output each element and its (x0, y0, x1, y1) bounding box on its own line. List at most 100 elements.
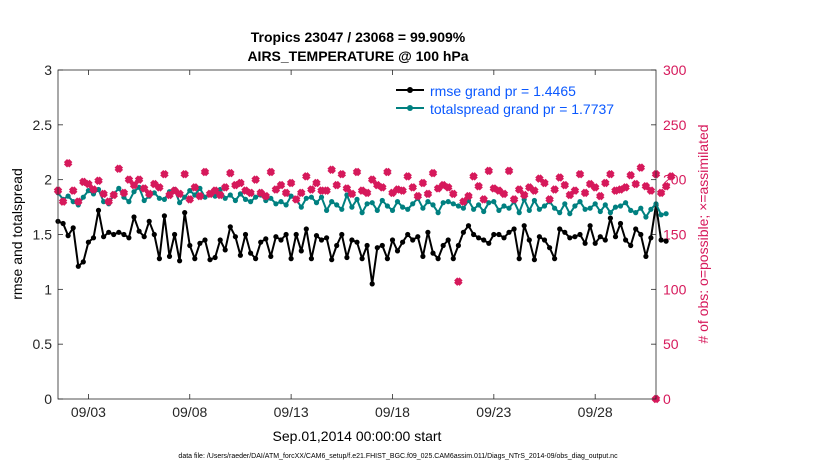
rmse-point (258, 239, 264, 245)
totalspread-point (501, 203, 507, 209)
totalspread-point (612, 204, 619, 210)
obs-count-point (449, 189, 458, 199)
left-tick-label: 1 (44, 281, 52, 297)
obs-count-point (459, 197, 468, 206)
obs-count-point (509, 195, 519, 204)
obs-count-point (195, 191, 205, 201)
totalspread-point (151, 190, 157, 196)
series-rmse (55, 202, 669, 287)
x-axis-ticks: 09/03 09/08 09/13 09/18 09/23 09/28 (71, 70, 613, 420)
legend-spread-marker (407, 105, 413, 111)
rmse-point (136, 228, 142, 234)
totalspread-point (410, 201, 416, 207)
left-tick-label: 0.5 (33, 336, 53, 352)
obs-count-point (246, 188, 255, 198)
obs-count-point (129, 180, 139, 190)
obs-count-point (530, 186, 539, 195)
rmse-point (547, 245, 553, 251)
rmse-point (156, 256, 162, 262)
right-tick-label: 250 (663, 117, 687, 133)
totalspread-point (445, 199, 451, 205)
rmse-point (582, 240, 588, 246)
obs-count-point (474, 182, 483, 191)
x-tick-label: 09/23 (476, 404, 511, 420)
obs-count-point (261, 191, 271, 201)
rmse-point (146, 218, 152, 224)
obs-count-point (550, 185, 559, 194)
rmse-point (450, 256, 456, 262)
totalspread-point (536, 206, 543, 212)
rmse-point (663, 238, 669, 244)
rmse-point (541, 237, 548, 243)
rmse-point (197, 240, 203, 246)
obs-count-point (383, 167, 392, 177)
rmse-point (95, 207, 102, 213)
rmse-point (638, 231, 644, 238)
rmse-point (506, 229, 512, 235)
obs-count-point (626, 171, 635, 180)
obs-count-point (504, 166, 514, 176)
rmse-point (318, 237, 325, 243)
rmse-point (354, 239, 360, 245)
rmse-point (90, 235, 97, 241)
left-tick-label: 1.5 (33, 227, 53, 243)
totalspread-point (607, 210, 614, 216)
rmse-point (207, 257, 213, 263)
totalspread-point (308, 194, 314, 200)
rmse-point (344, 254, 350, 261)
totalspread-point (344, 192, 350, 198)
rmse-point (106, 229, 112, 235)
rmse-point (440, 242, 446, 249)
totalspread-point (476, 202, 482, 208)
rmse-point (394, 248, 401, 254)
rmse-point (166, 253, 173, 259)
rmse-point (237, 252, 243, 258)
rmse-point (617, 220, 624, 227)
rmse-point (283, 231, 289, 238)
obs-count-point (160, 169, 169, 179)
totalspread-point (592, 201, 598, 207)
rmse-point (405, 231, 411, 238)
rmse-point (410, 237, 416, 243)
totalspread-point (379, 197, 385, 204)
totalspread-point (126, 199, 132, 205)
obs-count-point (144, 189, 154, 199)
rmse-point (329, 257, 335, 263)
totalspread-point (141, 197, 147, 204)
obs-count-point (560, 180, 570, 190)
rmse-point (420, 253, 426, 259)
rmse-point (65, 233, 71, 239)
obs-count-point (281, 188, 291, 198)
totalspread-point (587, 205, 593, 211)
totalspread-point (359, 210, 365, 216)
totalspread-point (273, 201, 279, 207)
rmse-point (384, 256, 390, 262)
obs-count-point (327, 165, 336, 175)
rmse-point (80, 259, 86, 265)
rmse-point (557, 226, 563, 232)
rmse-point (334, 242, 340, 249)
obs-count-point (220, 183, 230, 192)
rmse-point (643, 253, 649, 259)
totalspread-point (531, 197, 538, 204)
totalspread-point (552, 205, 558, 211)
rmse-point (161, 213, 167, 219)
totalspread-point (116, 185, 122, 191)
rmse-point (486, 240, 492, 246)
rmse-point (172, 231, 178, 238)
obs-count-point (636, 163, 646, 172)
rmse-point (313, 233, 320, 239)
totalspread-point (80, 194, 86, 200)
totalspread-point (324, 207, 330, 213)
left-tick-label: 3 (44, 62, 52, 78)
rmse-point (567, 235, 573, 241)
rmse-point (273, 234, 279, 240)
obs-count-point (155, 183, 164, 192)
rmse-point (187, 242, 193, 249)
totalspread-point (400, 204, 406, 210)
right-tick-label: 100 (663, 281, 687, 297)
obs-count-point (180, 169, 189, 179)
left-tick-label: 0 (44, 391, 52, 407)
